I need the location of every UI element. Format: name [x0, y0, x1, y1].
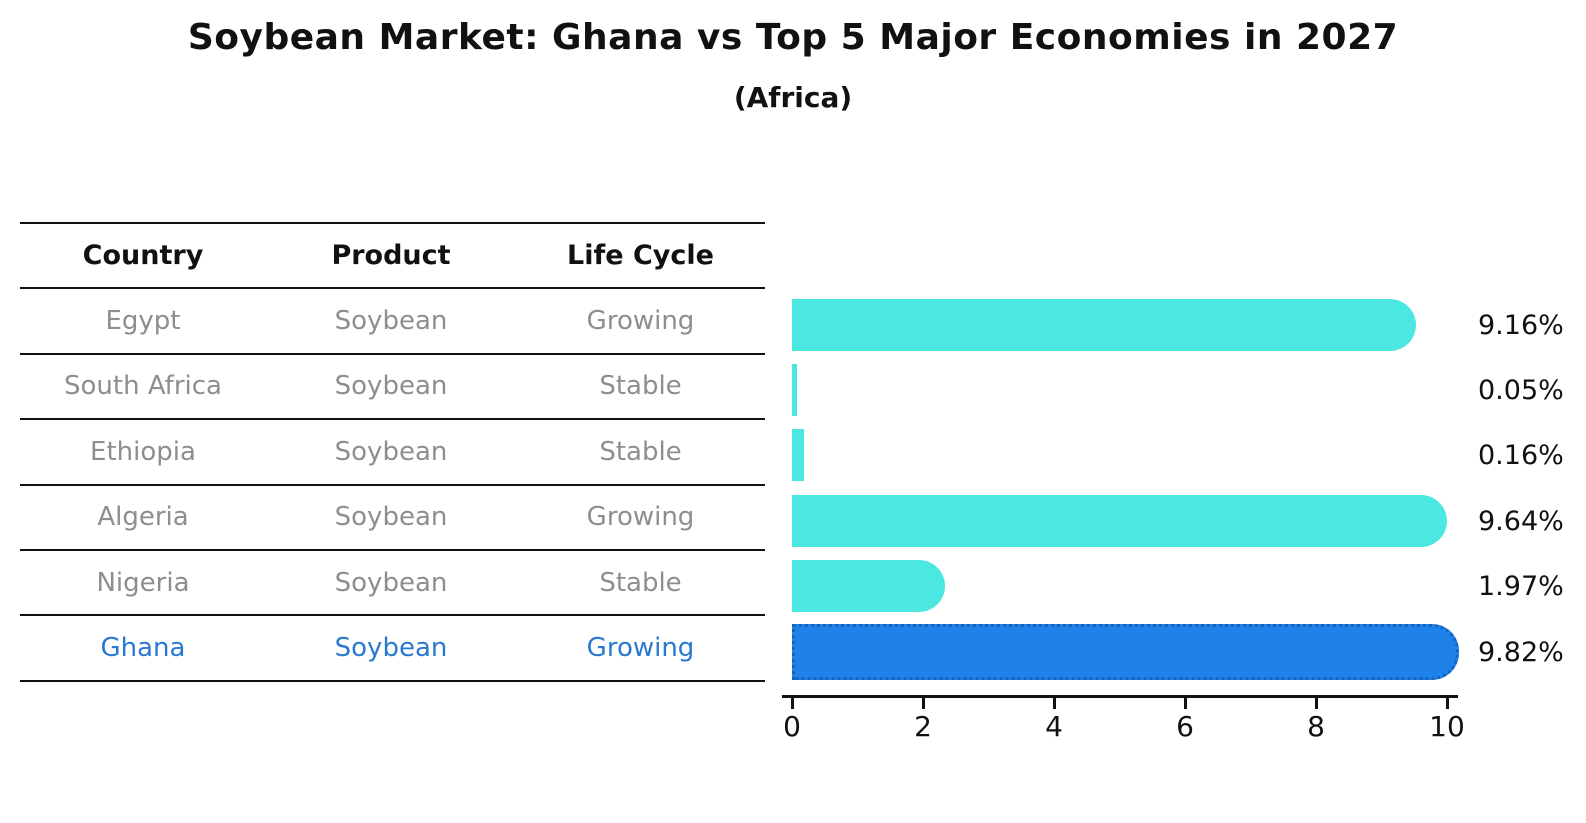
table-header-row: Country Product Life Cycle [20, 222, 765, 287]
x-axis-tick [1052, 697, 1056, 709]
bar-egypt [792, 298, 1416, 351]
bar-south-africa [792, 363, 798, 416]
bar-ghana [792, 623, 1460, 680]
cell-product: Soybean [334, 306, 448, 337]
bar-value-label-south-africa: 0.05% [1478, 374, 1564, 406]
cell-life-cycle: Growing [586, 633, 695, 664]
cell-country: Algeria [97, 502, 189, 533]
x-axis-tick-label: 6 [1176, 710, 1194, 743]
data-table: Country Product Life Cycle Egypt Soybean G… [20, 222, 765, 682]
column-header-country: Country [82, 240, 204, 272]
bar-value-label-nigeria: 1.97% [1478, 571, 1564, 603]
table-row-egypt: Egypt Soybean Growing [20, 287, 765, 352]
cell-country: Nigeria [96, 567, 190, 598]
bar-value-label-egypt: 9.16% [1478, 309, 1564, 341]
x-axis-tick-label: 0 [783, 710, 801, 743]
cell-life-cycle: Stable [599, 567, 682, 598]
cell-product: Soybean [334, 502, 448, 533]
table-row-ghana: Ghana Soybean Growing [20, 614, 765, 679]
table-row-south-africa: South Africa Soybean Stable [20, 352, 765, 418]
column-header-product: Product [331, 240, 451, 272]
x-axis-line [782, 695, 1458, 698]
table-row-algeria: Algeria Soybean Growing [20, 483, 765, 549]
bar-value-label-ghana: 9.82% [1478, 636, 1564, 668]
chart-subtitle: (Africa) [733, 81, 853, 114]
x-axis-tick-label: 4 [1045, 710, 1063, 743]
bar-value-label-ethiopia: 0.16% [1478, 440, 1564, 472]
cell-country: Ghana [100, 633, 186, 664]
x-axis-tick [921, 697, 925, 709]
cell-product: Soybean [334, 567, 448, 598]
x-axis-tick [1314, 697, 1318, 709]
cell-product: Soybean [334, 371, 448, 402]
cell-life-cycle: Stable [599, 371, 682, 402]
cell-country: South Africa [64, 371, 222, 402]
cell-life-cycle: Growing [586, 502, 695, 533]
x-axis-tick [1183, 697, 1187, 709]
cell-country: Egypt [105, 306, 181, 337]
cell-product: Soybean [334, 633, 448, 664]
table-row-nigeria: Nigeria Soybean Stable [20, 548, 765, 614]
bar-ethiopia [792, 429, 805, 482]
column-header-life-cycle: Life Cycle [567, 240, 714, 272]
cell-life-cycle: Stable [599, 436, 682, 467]
x-axis-tick [790, 697, 794, 709]
chart-title: Soybean Market: Ghana vs Top 5 Major Eco… [187, 17, 1399, 58]
x-axis-tick [1445, 697, 1449, 709]
table-row-ethiopia: Ethiopia Soybean Stable [20, 418, 765, 483]
bar-algeria [792, 494, 1448, 547]
cell-product: Soybean [334, 436, 448, 467]
cell-country: Ethiopia [90, 436, 196, 467]
x-axis-tick-label: 10 [1429, 710, 1465, 743]
x-axis-tick-label: 2 [914, 710, 932, 743]
bar-nigeria [792, 560, 946, 613]
x-axis-tick-label: 8 [1307, 710, 1325, 743]
bar-value-label-algeria: 9.64% [1478, 505, 1564, 537]
cell-life-cycle: Growing [586, 306, 695, 337]
